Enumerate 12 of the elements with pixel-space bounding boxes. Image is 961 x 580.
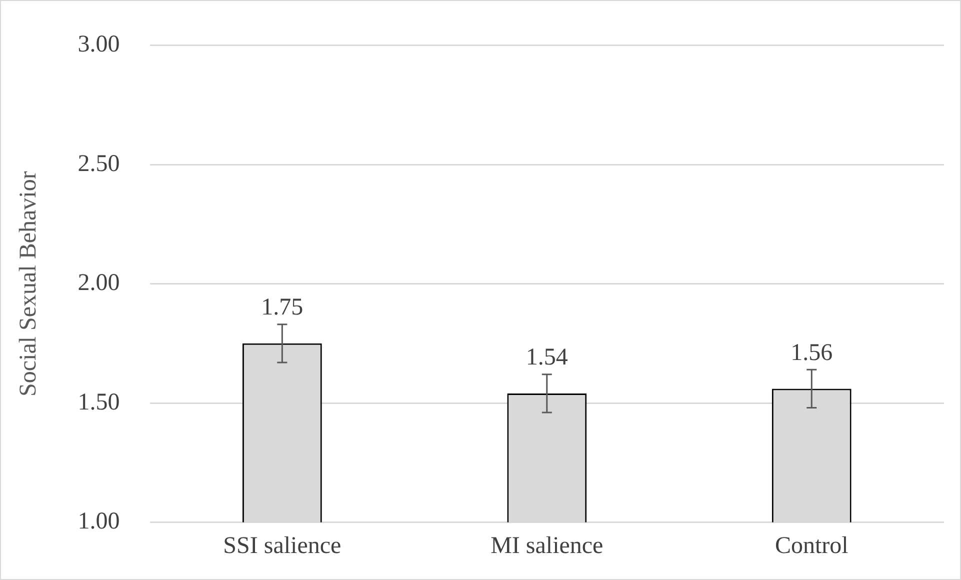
y-tick-label: 2.00 <box>78 270 120 296</box>
data-label: 1.54 <box>526 344 568 371</box>
x-tick-label: Control <box>774 532 849 559</box>
data-label: 1.75 <box>261 294 304 321</box>
data-label: 1.56 <box>790 340 833 366</box>
x-tick-label: MI salience <box>490 532 604 559</box>
y-tick-label: 1.50 <box>78 389 120 416</box>
y-tick-label: 1.00 <box>78 508 120 534</box>
y-tick-label: 3.00 <box>78 32 120 58</box>
x-tick-label: SSI salience <box>223 532 342 559</box>
y-tick-label: 2.50 <box>78 150 120 177</box>
y-axis-title: Social Sexual Behavior <box>16 171 42 396</box>
